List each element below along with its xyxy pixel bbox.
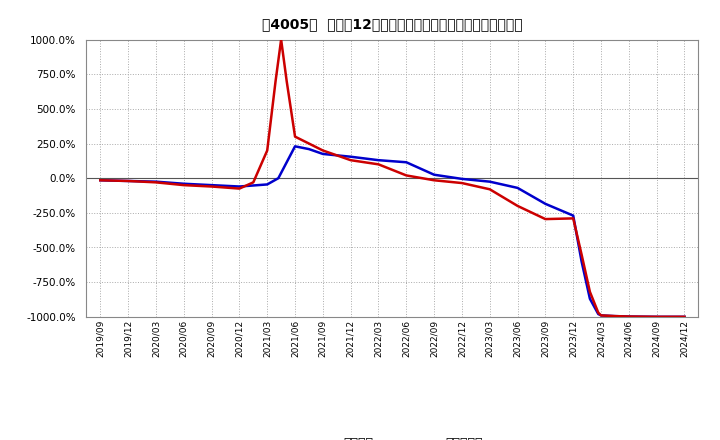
当期純利益 bbox=[271, 78, 280, 84]
当期純利益 bbox=[485, 187, 494, 192]
経常利益 bbox=[680, 314, 689, 319]
当期純利益 bbox=[680, 314, 689, 319]
当期純利益 bbox=[305, 141, 313, 146]
当期純利益 bbox=[513, 203, 522, 209]
経常利益 bbox=[152, 179, 161, 184]
経常利益 bbox=[624, 314, 633, 319]
Line: 当期純利益: 当期純利益 bbox=[100, 40, 685, 317]
当期純利益 bbox=[541, 216, 550, 222]
経常利益 bbox=[611, 313, 619, 319]
当期純利益 bbox=[276, 37, 285, 42]
経常利益 bbox=[124, 178, 132, 183]
経常利益 bbox=[513, 185, 522, 191]
当期純利益 bbox=[96, 178, 104, 183]
当期純利益 bbox=[458, 180, 467, 186]
経常利益 bbox=[577, 259, 586, 264]
当期純利益 bbox=[594, 310, 603, 315]
当期純利益 bbox=[179, 183, 188, 188]
経常利益 bbox=[585, 296, 594, 301]
当期純利益 bbox=[611, 313, 619, 319]
当期純利益 bbox=[402, 173, 410, 178]
Line: 経常利益: 経常利益 bbox=[100, 147, 685, 317]
経常利益 bbox=[594, 312, 603, 317]
当期純利益 bbox=[374, 161, 383, 167]
経常利益 bbox=[96, 178, 104, 183]
当期純利益 bbox=[318, 148, 327, 153]
経常利益 bbox=[291, 144, 300, 149]
経常利益 bbox=[346, 154, 355, 159]
経常利益 bbox=[179, 181, 188, 187]
当期純利益 bbox=[585, 289, 594, 294]
当期純利益 bbox=[249, 180, 258, 185]
当期純利益 bbox=[346, 158, 355, 163]
当期純利益 bbox=[152, 180, 161, 185]
当期純利益 bbox=[597, 313, 606, 318]
当期純利益 bbox=[291, 134, 300, 139]
当期純利益 bbox=[569, 216, 577, 221]
Legend: 経常利益, 当期純利益: 経常利益, 当期純利益 bbox=[297, 432, 488, 440]
経常利益 bbox=[485, 179, 494, 184]
経常利益 bbox=[541, 201, 550, 206]
経常利益 bbox=[318, 151, 327, 157]
経常利益 bbox=[235, 184, 243, 189]
経常利益 bbox=[458, 176, 467, 182]
当期純利益 bbox=[235, 186, 243, 191]
当期純利益 bbox=[577, 252, 586, 257]
経常利益 bbox=[305, 147, 313, 152]
当期純利益 bbox=[430, 178, 438, 183]
経常利益 bbox=[207, 183, 216, 188]
経常利益 bbox=[402, 160, 410, 165]
経常利益 bbox=[263, 182, 271, 187]
経常利益 bbox=[274, 176, 283, 181]
経常利益 bbox=[652, 314, 661, 319]
Title: ［4005］  利益だ12か月移動合計の対前年同期増減率の推移: ［4005］ 利益だ12か月移動合計の対前年同期増減率の推移 bbox=[262, 18, 523, 32]
経常利益 bbox=[569, 213, 577, 218]
当期純利益 bbox=[282, 78, 291, 84]
経常利益 bbox=[597, 313, 606, 318]
当期純利益 bbox=[652, 314, 661, 319]
当期純利益 bbox=[207, 184, 216, 189]
当期純利益 bbox=[263, 148, 271, 153]
経常利益 bbox=[430, 172, 438, 177]
経常利益 bbox=[374, 158, 383, 163]
当期純利益 bbox=[124, 178, 132, 183]
当期純利益 bbox=[624, 314, 633, 319]
